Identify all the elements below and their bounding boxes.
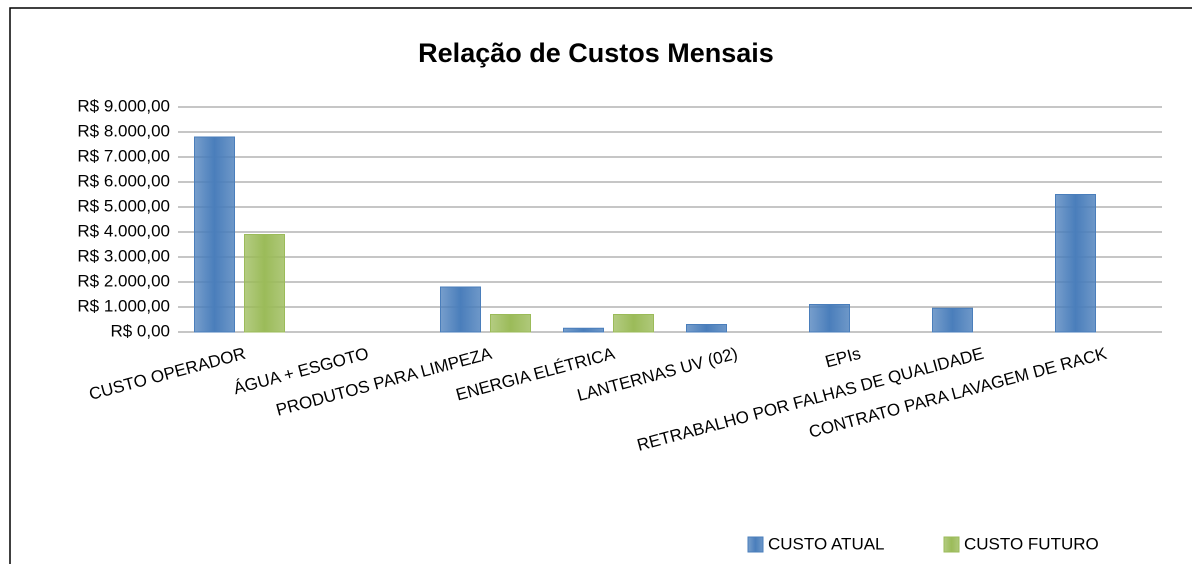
y-tick-label: R$ 4.000,00 bbox=[77, 221, 170, 240]
x-tick-label: CUSTO OPERADOR bbox=[87, 344, 248, 404]
bar bbox=[932, 307, 973, 333]
x-tick-label: EPIs bbox=[823, 344, 863, 372]
bar bbox=[490, 314, 531, 333]
y-tick-label: R$ 0,00 bbox=[110, 321, 170, 340]
x-tick-label: PRODUTOS PARA LIMPEZA bbox=[274, 344, 494, 420]
bar bbox=[563, 327, 604, 333]
legend-swatch bbox=[747, 536, 764, 553]
y-tick-label: R$ 5.000,00 bbox=[77, 196, 170, 215]
bar bbox=[244, 234, 285, 333]
y-tick-label: R$ 3.000,00 bbox=[77, 246, 170, 265]
y-tick-label: R$ 7.000,00 bbox=[77, 146, 170, 165]
y-tick-label: R$ 9.000,00 bbox=[77, 96, 170, 115]
legend-swatch bbox=[943, 536, 960, 553]
legend-label: CUSTO ATUAL bbox=[768, 534, 885, 553]
bar bbox=[613, 314, 654, 333]
y-tick-label: R$ 8.000,00 bbox=[77, 121, 170, 140]
bar bbox=[194, 136, 235, 333]
bar bbox=[686, 324, 727, 333]
y-tick-label: R$ 6.000,00 bbox=[77, 171, 170, 190]
bar bbox=[440, 286, 481, 333]
legend-label: CUSTO FUTURO bbox=[964, 534, 1099, 553]
y-tick-label: R$ 2.000,00 bbox=[77, 271, 170, 290]
bar bbox=[1055, 194, 1096, 333]
bar bbox=[809, 304, 850, 333]
y-tick-label: R$ 1.000,00 bbox=[77, 296, 170, 315]
chart-border bbox=[9, 7, 1192, 564]
chart-title: Relação de Custos Mensais bbox=[418, 38, 774, 68]
